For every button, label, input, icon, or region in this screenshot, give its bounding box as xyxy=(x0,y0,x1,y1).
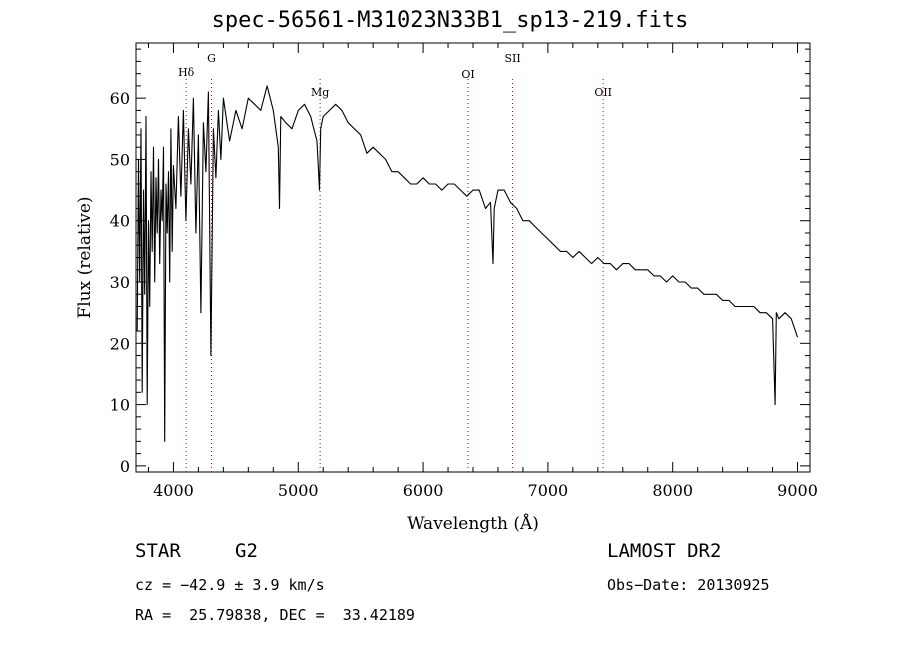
plot-frame xyxy=(135,42,811,473)
x-axis-label: Wavelength (Å) xyxy=(407,513,539,534)
spectral-line-label: OII xyxy=(594,86,612,99)
spectral-line-label: Hδ xyxy=(178,66,195,79)
x-tick-label: 7000 xyxy=(528,481,569,500)
y-tick-label: 30 xyxy=(110,273,130,292)
spectral-line-label: SII xyxy=(504,52,520,65)
x-tick-label: 9000 xyxy=(777,481,818,500)
y-tick-label: 20 xyxy=(110,334,130,353)
y-tick-label: 60 xyxy=(110,89,130,108)
spectral-line-label: Mg xyxy=(311,86,329,99)
y-axis-label: Flux (relative) xyxy=(75,196,95,318)
x-tick-label: 4000 xyxy=(153,481,194,500)
survey-name: LAMOST DR2 xyxy=(607,540,722,562)
object-subclass: G2 xyxy=(235,540,258,562)
observation-date: Obs−Date: 20130925 xyxy=(607,576,770,594)
sky-coordinates: RA = 25.79838, DEC = 33.42189 xyxy=(135,606,415,624)
redshift-velocity: cz = −42.9 ± 3.9 km/s xyxy=(135,576,325,594)
object-class: STAR xyxy=(135,540,181,562)
spectrum-line xyxy=(136,85,799,442)
spectral-line-label: OI xyxy=(461,68,474,81)
y-tick-label: 50 xyxy=(110,150,130,169)
x-tick-label: 5000 xyxy=(278,481,319,500)
chart-title: spec-56561-M31023N33B1_sp13-219.fits xyxy=(211,8,689,33)
y-tick-label: 10 xyxy=(110,396,130,415)
x-tick-label: 6000 xyxy=(403,481,444,500)
y-tick-label: 40 xyxy=(110,212,130,231)
y-tick-label: 0 xyxy=(120,457,130,476)
x-tick-label: 8000 xyxy=(652,481,693,500)
spectral-line-label: G xyxy=(207,52,216,65)
